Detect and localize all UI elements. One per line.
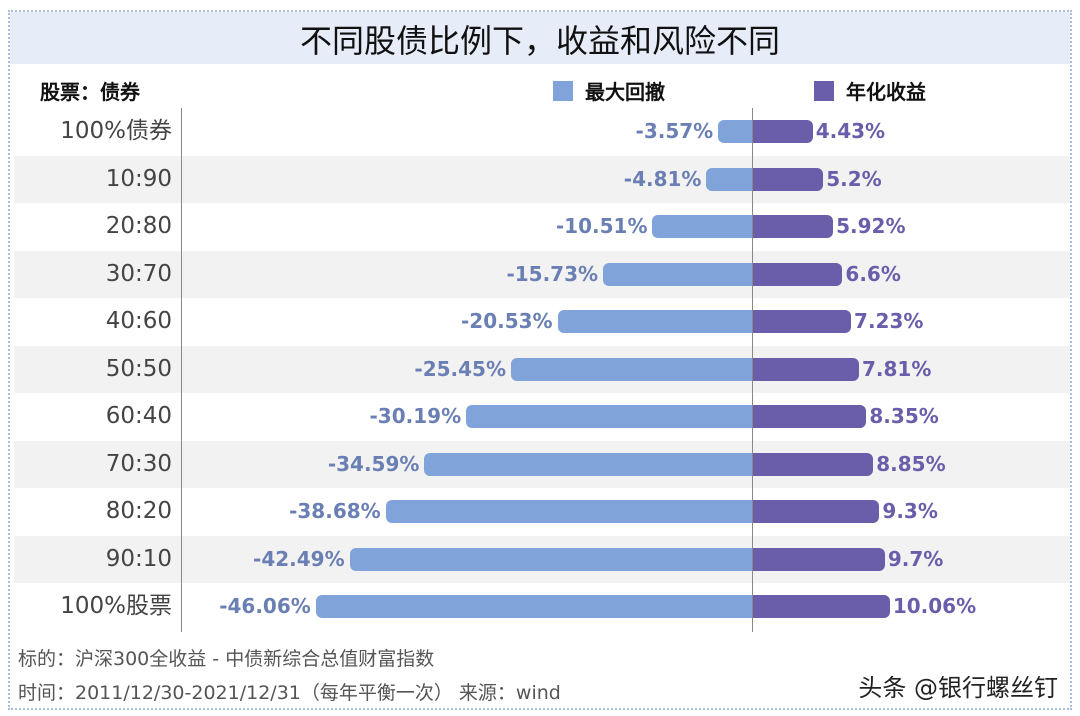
- return-bar: [752, 120, 813, 143]
- title-bar: 不同股债比例下，收益和风险不同: [10, 12, 1070, 64]
- drawdown-bar: [315, 595, 752, 618]
- drawdown-bar: [466, 405, 752, 428]
- footer-source-note: 时间：2011/12/30-2021/12/31（每年平衡一次） 来源：wind: [18, 682, 561, 704]
- return-bar: [752, 357, 859, 381]
- drawdown-value-label: -10.51%: [555, 214, 648, 238]
- return-bar: [752, 310, 852, 333]
- return-value-label: 7.23%: [854, 309, 924, 333]
- return-value-label: 9.3%: [882, 499, 938, 523]
- chart-row: 40:60 -20.53% 7.23%: [14, 298, 1070, 346]
- chart-row: 90:10 -42.49% 9.7%: [14, 535, 1070, 583]
- row-label: 90:10: [105, 545, 172, 572]
- drawdown-value-label: -38.68%: [289, 499, 381, 523]
- category-axis-label: 股票：债券: [40, 80, 140, 104]
- drawdown-value-label: -20.53%: [460, 309, 553, 333]
- row-label: 10:90: [105, 165, 172, 192]
- legend-label-return: 年化收益: [846, 80, 926, 104]
- drawdown-bar: [603, 262, 752, 286]
- chart-row: 30:70 -15.73% 6.6%: [14, 250, 1070, 298]
- category-axis-line: [181, 108, 182, 632]
- return-bar: [752, 167, 824, 191]
- return-bar: [752, 262, 843, 286]
- chart-title: 不同股债比例下，收益和风险不同: [299, 22, 780, 60]
- return-value-label: 5.92%: [836, 214, 906, 238]
- row-label: 100%债券: [60, 118, 172, 144]
- return-bar: [752, 595, 890, 618]
- return-bar: [752, 215, 834, 238]
- row-label: 50:50: [105, 355, 172, 382]
- return-bar: [752, 452, 874, 476]
- legend-drawdown: 最大回撤: [553, 76, 665, 105]
- chart-row: 100%债券 -3.57% 4.43%: [14, 108, 1070, 156]
- return-bar: [752, 500, 880, 523]
- drawdown-value-label: -3.57%: [635, 119, 714, 143]
- drawdown-value-label: -46.06%: [219, 594, 311, 618]
- chart-row: 70:30 -34.59% 8.85%: [14, 440, 1070, 488]
- chart-row: 10:90 -4.81% 5.2%: [14, 155, 1070, 203]
- drawdown-bar: [424, 452, 752, 476]
- drawdown-value-label: -30.19%: [369, 404, 462, 428]
- watermark: 头条 @银行螺丝钉: [858, 674, 1058, 702]
- zero-axis-line: [752, 108, 753, 632]
- chart-row: 50:50 -25.45% 7.81%: [14, 345, 1070, 393]
- return-value-label: 8.35%: [869, 404, 939, 428]
- drawdown-bar: [557, 310, 752, 333]
- chart-row: 20:80 -10.51% 5.92%: [14, 203, 1070, 251]
- drawdown-bar: [706, 167, 752, 191]
- legend-label-drawdown: 最大回撤: [585, 80, 665, 104]
- legend-swatch-return: [814, 80, 834, 101]
- drawdown-bar: [652, 215, 752, 238]
- row-label: 80:20: [105, 498, 172, 524]
- return-value-label: 6.6%: [845, 261, 901, 286]
- drawdown-value-label: -34.59%: [327, 451, 420, 476]
- drawdown-bar: [718, 120, 752, 143]
- chart-row: 100%股票 -46.06% 10.06%: [14, 583, 1070, 631]
- row-label: 100%股票: [60, 593, 172, 619]
- drawdown-bar: [349, 547, 752, 571]
- drawdown-value-label: -15.73%: [506, 261, 599, 286]
- legend-swatch-drawdown: [553, 80, 573, 101]
- chart-row: 80:20 -38.68% 9.3%: [14, 488, 1070, 536]
- drawdown-bar: [510, 357, 752, 381]
- drawdown-value-label: -42.49%: [253, 546, 345, 571]
- drawdown-bar: [385, 500, 752, 523]
- return-value-label: 8.85%: [876, 451, 946, 476]
- return-value-label: 5.2%: [826, 166, 882, 191]
- return-bar: [752, 547, 885, 571]
- row-label: 20:80: [105, 213, 172, 239]
- legend-return: 年化收益: [814, 76, 926, 105]
- row-label: 60:40: [105, 403, 172, 429]
- return-value-label: 4.43%: [815, 119, 886, 143]
- drawdown-value-label: -25.45%: [414, 356, 506, 381]
- chart-frame: [8, 10, 1072, 710]
- row-label: 30:70: [105, 260, 172, 287]
- row-label: 70:30: [105, 450, 172, 477]
- row-label: 40:60: [105, 308, 172, 334]
- footer-index-note: 标的：沪深300全收益 - 中债新综合总值财富指数: [18, 648, 435, 670]
- return-value-label: 7.81%: [861, 356, 932, 381]
- return-bar: [752, 405, 867, 428]
- chart-row: 60:40 -30.19% 8.35%: [14, 393, 1070, 441]
- return-value-label: 10.06%: [892, 594, 977, 618]
- return-value-label: 9.7%: [887, 546, 944, 571]
- drawdown-value-label: -4.81%: [623, 166, 702, 191]
